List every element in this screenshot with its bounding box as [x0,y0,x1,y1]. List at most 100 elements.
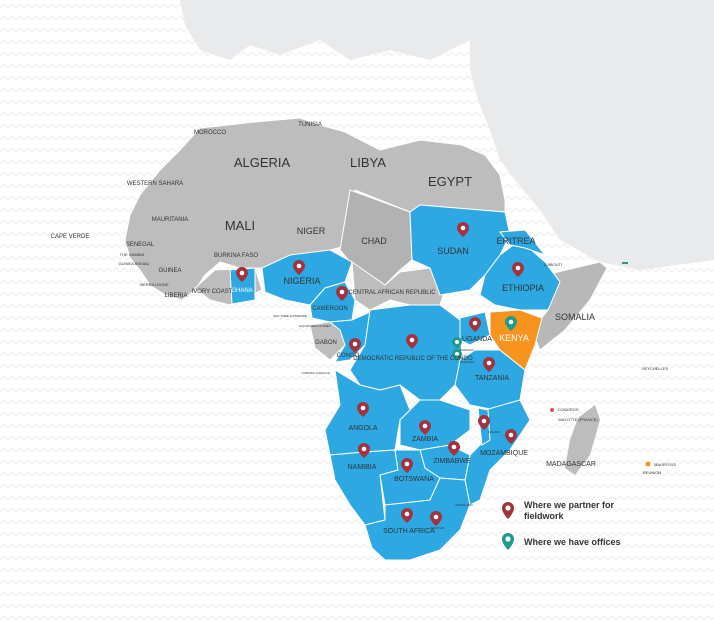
partner-countries [229,204,561,561]
label-gabon: GABON [315,340,337,346]
map-legend: Where we partner for fieldwork Where we … [500,500,700,562]
pin-namibia [358,443,370,458]
label-senegal: SENEGAL [126,242,155,248]
office-pins [452,316,517,361]
country-zambia [399,399,471,451]
pin-south-africa [401,508,413,523]
label-liberia: LIBERIA [164,293,187,299]
label-ethiopia: ETHIOPIA [502,283,544,293]
label-comoros: COMOROS [557,407,578,412]
label-mali: MALI [225,218,255,233]
label-somalia: SOMALIA [555,312,595,322]
country-madagascar [565,405,600,475]
red-pin-icon [502,502,514,519]
label-eritrea: ERITREA [496,236,535,246]
pin-botswana [401,458,413,473]
label-guinea: GUINEA [158,268,181,274]
pin-lesotho [430,511,442,526]
middle-east-landmass [470,0,714,270]
label-western-sahara: WESTERN SAHARA [127,181,183,187]
label-mauritania: MAURITANIA [152,217,189,223]
label-cabinda: CABINDA (ANGOLA) [302,371,331,375]
label-madagascar: MADAGASCAR [546,461,596,468]
legend-offices: Where we have offices [500,532,700,552]
country-south-africa [364,477,471,561]
pin-congo [349,338,361,353]
label-tanzania: TANZANIA [475,375,509,382]
label-angola: ANGOLA [348,425,378,432]
map-labels: TUNISIA MOROCCO ALGERIA LIBYA EGYPT WEST… [51,122,677,535]
label-egypt: EGYPT [428,174,472,189]
pin-zimbabwe [448,441,460,456]
label-guinea-bissau: GUINEA BISSAU [119,261,150,266]
pin-sudan [457,222,469,237]
label-drc: DEMOCRATIC REPUBLIC OF THE CONGO [353,356,473,362]
pin-drc [406,334,418,349]
pin-ethiopia [512,262,524,277]
island-comoros [550,408,554,412]
partner-pins [236,222,524,526]
label-zambia: ZAMBIA [412,436,438,443]
label-zimbabwe: ZIMBABWE [433,458,471,465]
label-namibia: NAMIBIA [348,464,377,471]
label-burkina-faso: BURKINA FASO [214,253,258,259]
pin-burundi-office [452,349,462,361]
label-cape-verde: CAPE VERDE [51,234,90,240]
label-algeria: ALGERIA [234,155,291,170]
label-seychelles: SEYCHELLES [642,366,669,371]
legend-partner-label: Where we partner for fieldwork [524,500,615,521]
label-sierra-leone: SIERRA LEONE [139,282,169,287]
label-car: CENTRAL AFRICAN REPUBLIC [348,290,436,296]
label-ivory-coast: IVORY COAST [192,289,233,295]
label-malawi: MALAWI [488,430,500,434]
label-swaziland: SWAZILAND [455,503,473,507]
island-socotra [622,262,628,264]
country-eritrea [499,229,547,257]
label-congo: CONGO [337,353,360,359]
country-angola [324,369,411,456]
country-congo [328,311,371,363]
pin-ghana [236,267,248,282]
label-libya: LIBYA [350,155,386,170]
pin-mozambique [505,429,517,444]
label-the-gambia: THE GAMBIA [120,252,145,257]
europe-landmass [180,0,470,60]
pin-nigeria [293,260,305,275]
pin-uganda [469,317,481,332]
country-kenya [489,309,543,371]
legend-partner: Where we partner for fieldwork [500,500,700,522]
teal-pin-icon [502,533,514,550]
label-nigeria: NIGERIA [283,276,320,286]
pin-kenya-office [505,316,517,331]
pin-tanzania [483,357,495,372]
country-ghana [229,267,256,305]
label-ghana: GHANA [231,288,252,294]
island-mauritius [645,461,651,467]
label-cameroon: CAMEROON [312,306,347,312]
label-sudan: SUDAN [437,246,469,256]
label-sao-tome: SAO TOME & PRINCIPE [273,314,307,318]
country-sudan [409,204,511,296]
label-rwanda: RWANDA [460,348,473,352]
label-burundi: BURUNDI [460,360,474,364]
label-reunion: REUNION [643,470,662,475]
country-mozambique [464,399,531,506]
pin-rwanda-office [452,337,462,349]
label-botswana: BOTSWANA [394,476,434,483]
pin-malawi [478,415,490,430]
label-mauritius: MAURITIUS [654,462,676,467]
legend-offices-label: Where we have offices [524,536,621,547]
label-equatorial-guinea: EQUATORIAL GUINEA [299,324,330,328]
label-lesotho: LESOTHO [430,526,445,530]
label-south-africa: SOUTH AFRICA [383,528,435,535]
pin-angola [357,402,369,417]
label-kenya: KENYA [499,333,529,343]
country-namibia [329,449,399,526]
label-djibouti: DJIBOUTI [544,262,562,267]
label-uganda: UGANDA [462,336,492,343]
pin-zambia [419,420,431,435]
label-tunisia: TUNISIA [298,122,322,128]
label-mayotte: MAYOTTE (FRANCE) [558,417,598,422]
